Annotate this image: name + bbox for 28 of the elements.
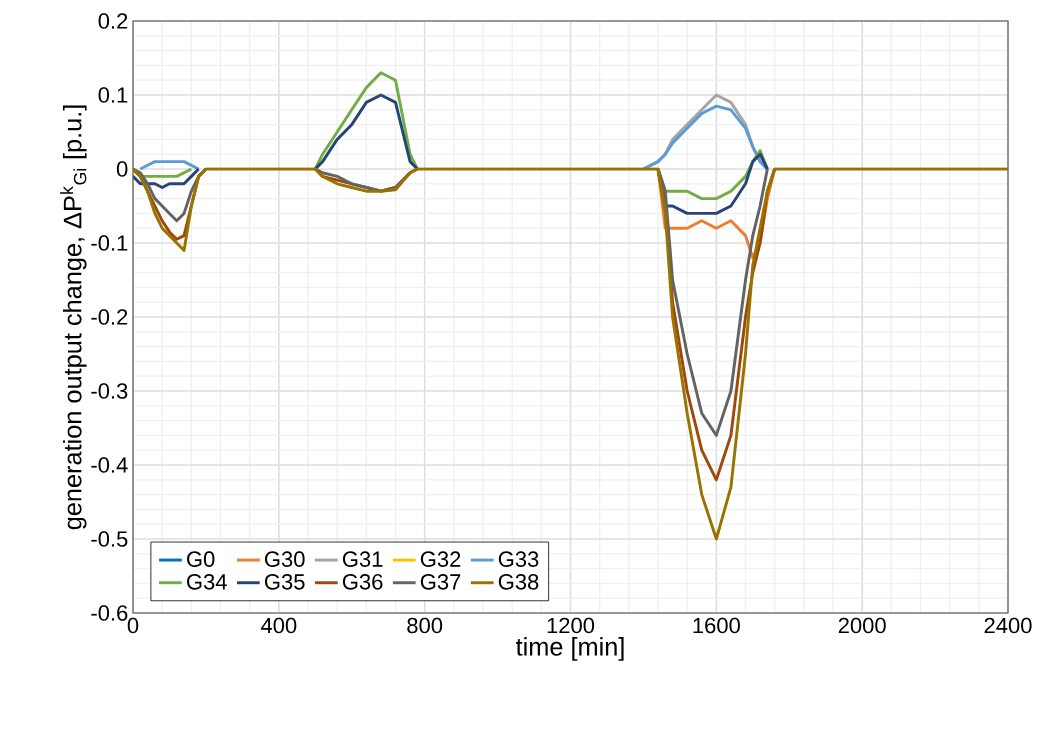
x-tick-label: 1200 [547,617,595,634]
y-tick-label: 0.1 [98,87,128,103]
y-tick-label: -0.4 [91,457,128,473]
y-tick-label: -0.3 [91,383,128,399]
y-tick-label: -0.1 [91,235,128,251]
x-tick-label: 2400 [984,617,1032,634]
legend-label: G36 [342,574,383,590]
legend-label: G33 [498,551,539,567]
y-tick-label: 0.2 [98,13,128,29]
x-tick-label: 0 [127,617,139,634]
x-tick-label: 2000 [838,617,886,634]
y-axis-title: generation output change, ΔP$^{k}$$_{Gi}$ [p.u.] [60,105,87,530]
legend-label: G37 [420,574,461,590]
legend-label: G31 [342,551,383,567]
y-tick-label: 0 [116,161,128,177]
x-tick-label: 400 [260,617,297,634]
legend-label: G32 [420,551,461,567]
x-axis-title: time [min] [515,637,624,661]
legend-label: G34 [187,574,227,590]
legend-label: G30 [264,551,305,567]
legend-label: G38 [498,574,539,590]
x-tick-label: 1600 [693,617,740,634]
x-tick-label: 800 [407,617,443,634]
legend-label: G35 [264,574,305,590]
y-tick-label: -0.6 [91,605,128,621]
y-tick-label: -0.5 [91,531,128,547]
y-tick-label: -0.2 [91,309,128,325]
legend-label: G0 [187,551,215,567]
